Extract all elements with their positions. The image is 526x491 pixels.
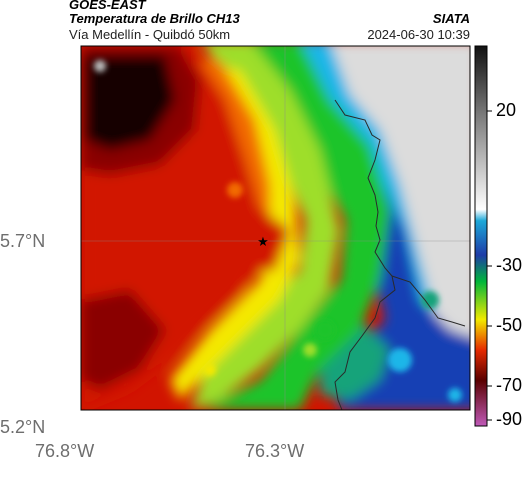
satellite-title: GOES-EAST bbox=[69, 0, 146, 12]
colorbar-tick-label: -90 bbox=[496, 409, 523, 429]
datetime-label: 2024-06-30 10:39 bbox=[367, 27, 470, 42]
product-title: Temperatura de Brillo CH13 bbox=[69, 11, 240, 26]
region-label: Vía Medellín - Quibdó 50km bbox=[69, 27, 231, 42]
colorbar-tick-label: 20 bbox=[496, 100, 517, 120]
brightness-field bbox=[81, 46, 470, 410]
colorbar bbox=[474, 45, 488, 427]
location-marker: ★ bbox=[257, 235, 269, 250]
lon-label: 76.8°W bbox=[35, 441, 95, 461]
colorbar-tick-label: -70 bbox=[496, 375, 523, 395]
lon-label: 76.3°W bbox=[245, 441, 305, 461]
lat-label: 5.7°N bbox=[0, 231, 46, 251]
agency-label: SIATA bbox=[432, 11, 470, 26]
colorbar-tick-label: -30 bbox=[496, 255, 523, 275]
colorbar-tick-label: -50 bbox=[496, 315, 523, 335]
lat-label: 5.2°N bbox=[0, 417, 46, 437]
